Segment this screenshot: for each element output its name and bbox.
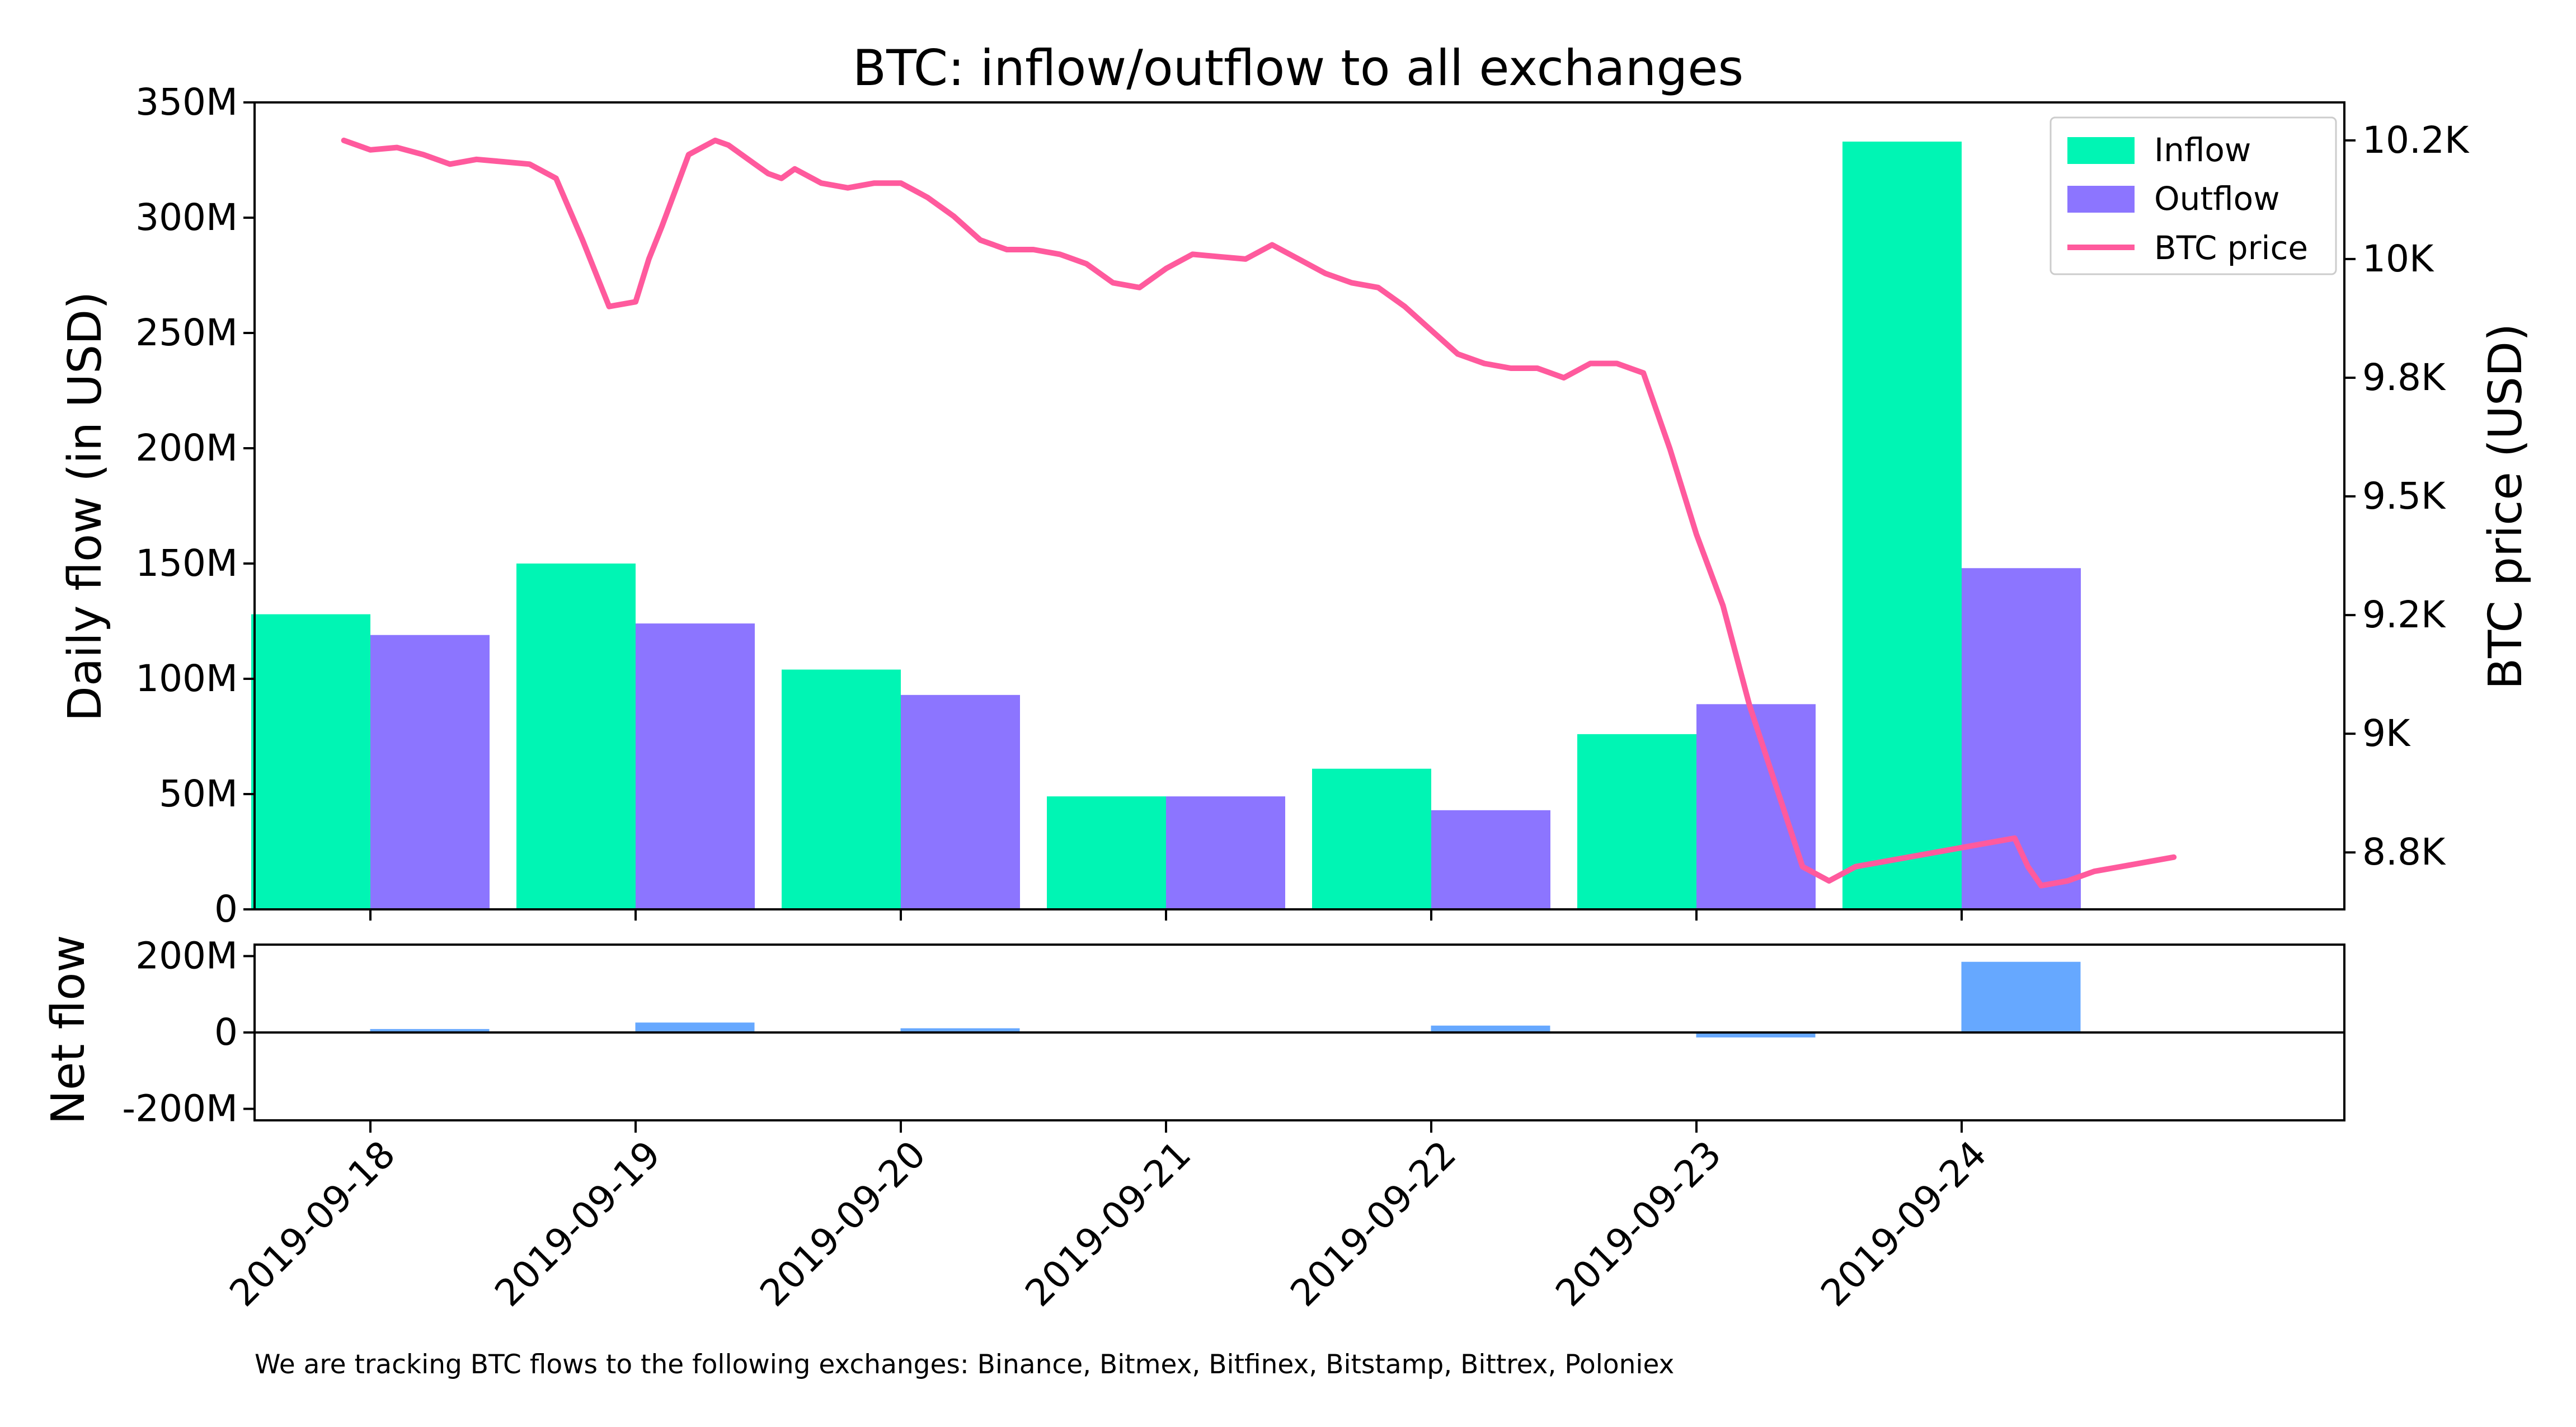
outflow-bar [1166,796,1285,909]
legend-swatch-outflow [2067,186,2135,213]
inflow-bar [782,669,901,909]
inflow-bar [516,564,636,909]
net-flow-bar [1431,1025,1550,1032]
y2-tick-label: 9.8K [2362,356,2446,399]
inflow-bar [1047,796,1166,909]
y2-tick-label: 8.8K [2362,830,2446,874]
net-flow-axis-label: Net flow [42,935,95,1125]
y-tick-label: 0 [214,888,238,931]
net-flow-bar [900,1028,1020,1032]
y2-tick-label: 9.5K [2362,475,2446,518]
outflow-bar [901,694,1020,909]
legend-label-outflow: Outflow [2154,180,2280,218]
y-tick-label: 50M [159,772,238,815]
y-tick-label: 300M [135,196,238,239]
net-flow-bar [635,1022,755,1032]
btc-price-line [341,137,2177,889]
legend-label-inflow: Inflow [2154,131,2251,169]
outflow-bar [1696,704,1816,909]
main-plot-frame [253,101,2345,910]
outflow-bar [636,623,755,909]
x-tick-label: 2019-09-23 [1548,1133,1730,1315]
y2-tick-label: 10.2K [2362,119,2470,162]
y2-tick-label: 9K [2362,712,2411,755]
outflow-bar [1431,810,1550,909]
outflow-bar [370,635,490,909]
x-tick-label: 2019-09-21 [1017,1133,1200,1315]
y2-axis-label: BTC price (USD) [2479,323,2532,689]
y-axis-label: Daily flow (in USD) [59,292,112,722]
x-tick-label: 2019-09-19 [487,1133,669,1315]
y2-tick-label: 10K [2362,237,2434,280]
x-tick-label: 2019-09-24 [1813,1133,1995,1315]
x-tick-label: 2019-09-20 [752,1133,934,1315]
net-y-tick-label: -200M [122,1087,238,1130]
chart-title: BTC: inflow/outflow to all exchanges [853,39,1743,97]
main-axes: 0 50M 100M 150M 200M 250M 300M 350M 8.8K 9K 9.2K 9.… [135,81,2470,931]
net-y-tick-label: 0 [214,1011,238,1054]
inflow-bar [251,614,370,909]
inflow-bar [1842,142,1962,909]
y-tick-label: 100M [135,657,238,700]
legend-swatch-inflow [2067,137,2135,164]
inflow-bar [1577,734,1696,909]
footnote: We are tracking BTC flows to the followi… [255,1349,1674,1380]
net-flow-bar [1961,961,2081,1032]
x-tick-label: 2019-09-22 [1282,1133,1465,1315]
legend-label-price: BTC price [2154,229,2308,267]
y-tick-label: 250M [135,311,238,354]
y2-tick-label: 9.2K [2362,593,2446,636]
y-tick-label: 150M [135,542,238,585]
y-tick-label: 200M [135,426,238,470]
x-tick-label: 2019-09-18 [222,1133,404,1315]
net-y-tick-label: 200M [135,934,238,977]
inflow-bar [1312,768,1431,909]
net-flow-axes: -200M 0 200M 2019-09-18 2019-09-19 2019-09-20… [122,934,2345,1315]
y-tick-label: 350M [135,81,238,124]
net-flow-bar [370,1029,490,1032]
net-flow-bar [1696,1032,1816,1038]
